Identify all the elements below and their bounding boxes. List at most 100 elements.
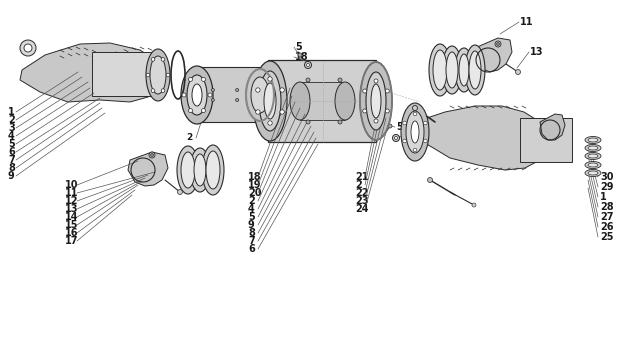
Circle shape <box>235 88 239 91</box>
Ellipse shape <box>187 75 207 115</box>
Text: 9: 9 <box>248 220 255 230</box>
Text: 13: 13 <box>65 204 78 214</box>
Ellipse shape <box>588 171 598 175</box>
Ellipse shape <box>335 82 355 120</box>
Circle shape <box>256 110 260 114</box>
Ellipse shape <box>469 51 481 89</box>
Polygon shape <box>20 43 162 102</box>
Text: 4: 4 <box>8 131 15 141</box>
Circle shape <box>428 177 433 183</box>
Circle shape <box>495 41 501 47</box>
Ellipse shape <box>194 154 206 186</box>
Text: 17: 17 <box>65 236 78 246</box>
Text: 11: 11 <box>520 17 533 27</box>
Circle shape <box>256 88 260 92</box>
Circle shape <box>208 93 212 97</box>
Circle shape <box>268 77 272 81</box>
Circle shape <box>515 69 520 74</box>
Text: 11: 11 <box>65 188 78 198</box>
Text: 30: 30 <box>600 172 614 182</box>
Ellipse shape <box>455 48 473 92</box>
Ellipse shape <box>446 52 458 88</box>
Circle shape <box>201 108 206 113</box>
Ellipse shape <box>585 153 601 159</box>
Polygon shape <box>475 38 512 72</box>
Text: 2: 2 <box>248 196 255 206</box>
Circle shape <box>151 57 154 61</box>
Circle shape <box>385 109 389 113</box>
Ellipse shape <box>259 71 281 131</box>
Circle shape <box>201 78 206 81</box>
Text: 18: 18 <box>412 135 426 145</box>
Circle shape <box>412 105 418 111</box>
Circle shape <box>280 110 284 114</box>
Circle shape <box>338 78 342 82</box>
Circle shape <box>388 124 392 128</box>
Text: 2: 2 <box>355 180 362 190</box>
Circle shape <box>392 135 399 141</box>
Circle shape <box>20 40 36 56</box>
Circle shape <box>305 62 311 68</box>
Ellipse shape <box>465 45 485 95</box>
Text: 25: 25 <box>600 232 614 242</box>
Text: 8: 8 <box>248 228 255 238</box>
FancyBboxPatch shape <box>300 82 345 120</box>
Circle shape <box>307 64 310 67</box>
Ellipse shape <box>177 146 199 194</box>
Ellipse shape <box>585 162 601 169</box>
Text: 13: 13 <box>530 47 543 57</box>
Circle shape <box>149 152 155 158</box>
Circle shape <box>374 119 378 123</box>
Text: 6: 6 <box>248 244 255 254</box>
Text: 8: 8 <box>8 163 15 173</box>
Ellipse shape <box>246 69 274 121</box>
Circle shape <box>161 89 165 92</box>
Circle shape <box>423 139 427 143</box>
Circle shape <box>496 42 499 46</box>
Circle shape <box>306 78 310 82</box>
Circle shape <box>211 88 214 91</box>
Text: 23: 23 <box>355 196 368 206</box>
Circle shape <box>413 148 417 152</box>
Ellipse shape <box>150 56 166 94</box>
Circle shape <box>268 121 272 125</box>
Text: 24: 24 <box>355 204 368 214</box>
Circle shape <box>394 136 397 139</box>
Ellipse shape <box>371 84 381 118</box>
Text: 18: 18 <box>248 172 261 182</box>
Circle shape <box>161 57 165 61</box>
Ellipse shape <box>585 170 601 176</box>
Ellipse shape <box>459 54 469 86</box>
Ellipse shape <box>192 84 202 106</box>
Ellipse shape <box>585 136 601 143</box>
Text: 10: 10 <box>65 180 78 190</box>
Circle shape <box>403 139 407 143</box>
Circle shape <box>188 78 192 81</box>
Circle shape <box>280 88 284 92</box>
Ellipse shape <box>588 138 598 142</box>
Ellipse shape <box>366 72 386 130</box>
Text: 5: 5 <box>295 42 302 52</box>
Ellipse shape <box>588 154 598 158</box>
Circle shape <box>24 44 32 52</box>
Polygon shape <box>128 152 168 186</box>
Text: 29: 29 <box>600 182 614 192</box>
Text: 7: 7 <box>8 155 15 165</box>
Ellipse shape <box>588 163 598 167</box>
Text: 4: 4 <box>248 204 255 214</box>
Text: 21: 21 <box>355 172 368 182</box>
Text: 3: 3 <box>8 123 15 133</box>
Circle shape <box>211 99 214 102</box>
Text: 7: 7 <box>248 236 255 246</box>
Circle shape <box>338 120 342 124</box>
Text: 9: 9 <box>8 171 15 181</box>
Circle shape <box>423 121 427 125</box>
Ellipse shape <box>442 46 462 94</box>
Text: 5: 5 <box>248 212 255 222</box>
Circle shape <box>177 189 182 194</box>
Circle shape <box>182 93 186 97</box>
Ellipse shape <box>146 49 170 101</box>
FancyBboxPatch shape <box>92 52 154 96</box>
Text: 15: 15 <box>65 220 78 230</box>
Text: 18: 18 <box>295 52 308 62</box>
